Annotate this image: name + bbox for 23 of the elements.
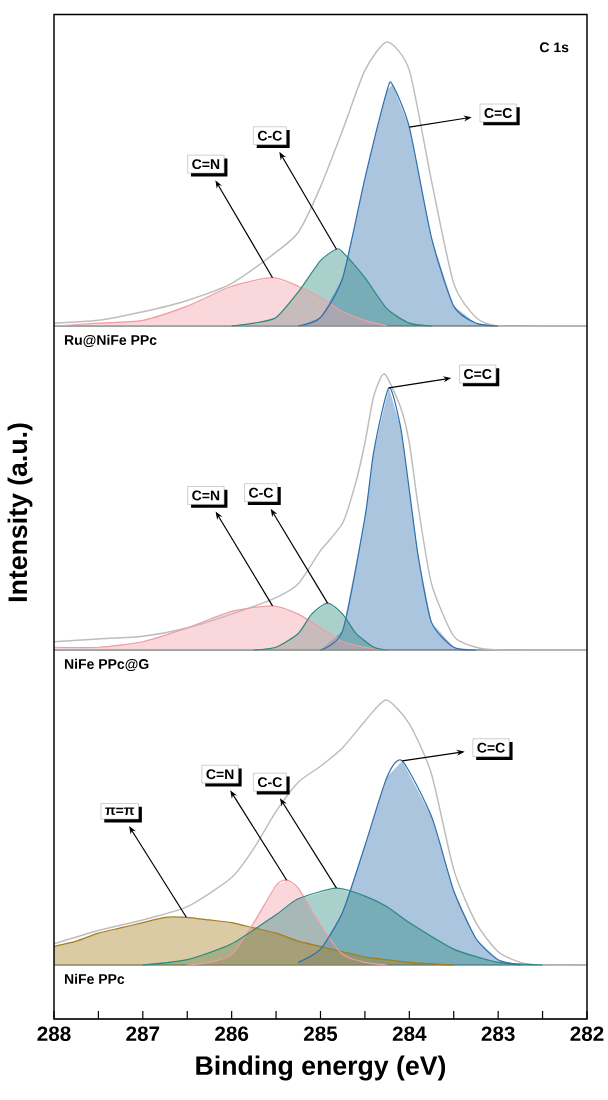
annotation: C=C [477,742,505,753]
x-tick-label: 286 [215,1026,249,1042]
annotation: C=N [192,159,220,170]
x-tick-label: 283 [481,1026,515,1042]
x-tick-label: 282 [570,1026,604,1042]
x-axis-title: Binding energy (eV) [196,1055,446,1081]
annotation: C=N [192,490,220,501]
x-tick-label: 285 [303,1026,338,1042]
text: NiFe PPc@G [64,658,149,672]
text: Ru@NiFe PPc [64,334,157,348]
x-tick-label: 288 [37,1026,71,1042]
annotation: C 1s [539,42,569,53]
annotation: C-C [257,130,282,141]
annotation: π=π [105,807,135,816]
text: NiFe PPc [64,973,125,984]
annotation: C=C [484,108,512,118]
annotation: C=C [464,369,492,379]
annotation: C=N [206,769,234,780]
annotation: C-C [257,777,282,788]
y-axis-title: Intensity (a.u.) [7,423,33,602]
x-tick-label: 287 [126,1026,160,1042]
annotation: C-C [249,487,274,498]
x-tick-label: 284 [392,1026,427,1042]
